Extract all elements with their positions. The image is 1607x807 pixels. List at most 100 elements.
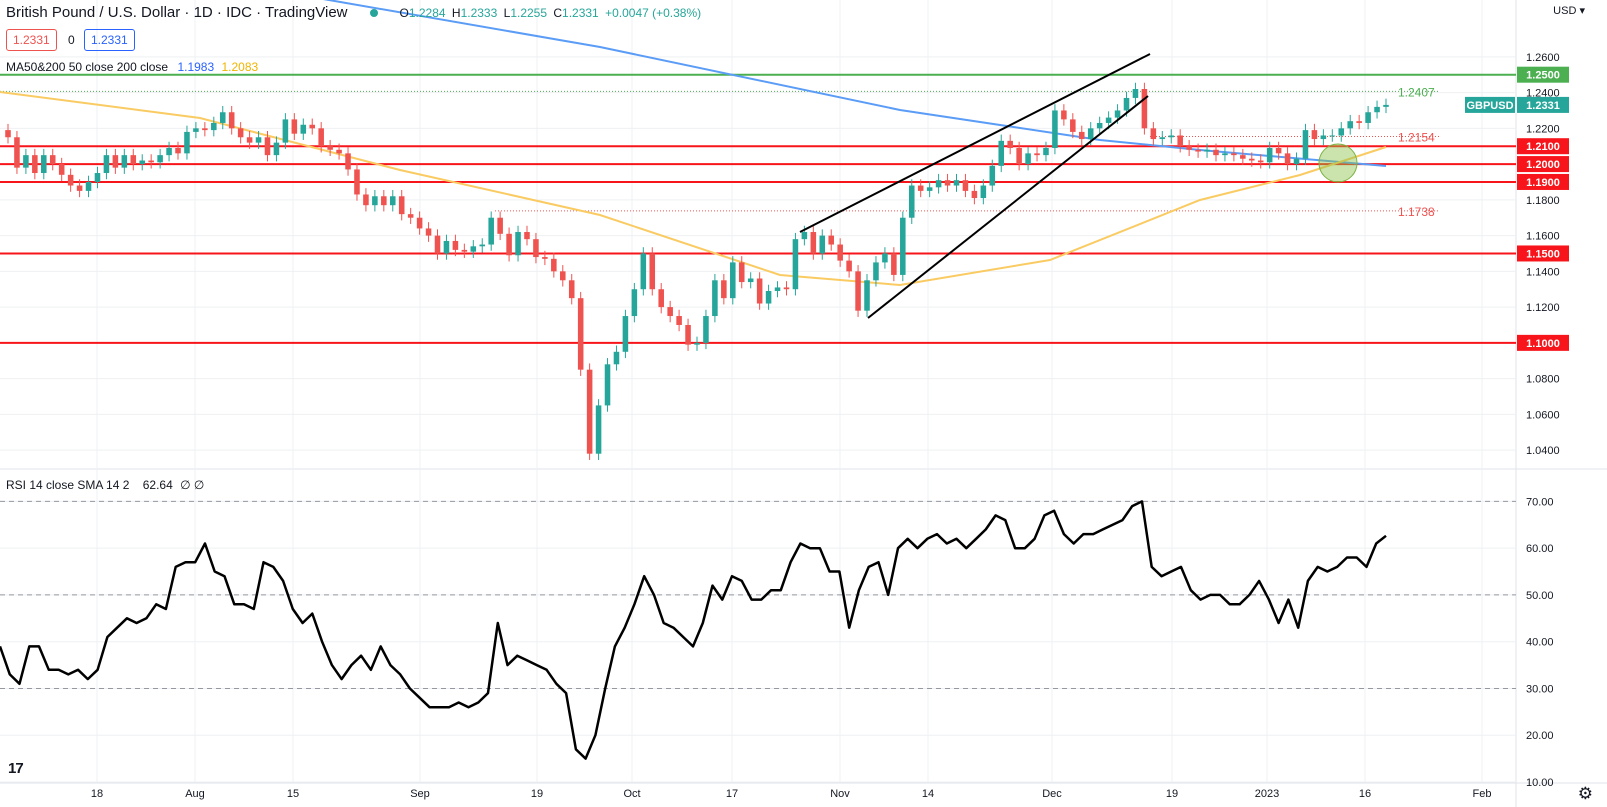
candle-body (756, 278, 763, 304)
candle-body (49, 155, 56, 165)
candle-body (452, 240, 459, 250)
candle-body (318, 128, 324, 147)
candle-body (327, 146, 333, 150)
price-tick-label: 1.1600 (1526, 231, 1560, 243)
candle-body (1177, 135, 1183, 147)
candle-body (533, 239, 539, 258)
candle-body (810, 232, 817, 254)
candle-body (631, 289, 638, 317)
candle-body (1114, 110, 1121, 118)
candle-body (1240, 155, 1246, 159)
candle-body (291, 119, 298, 134)
candle-body (676, 316, 682, 325)
price-tick-label: 1.1200 (1526, 302, 1560, 314)
candle-body (407, 214, 414, 218)
symbol-title[interactable]: British Pound / U.S. Dollar · 1D · IDC ·… (6, 4, 348, 21)
candle-body (595, 405, 602, 454)
time-tick-label: Aug (185, 788, 205, 800)
time-tick-label: 17 (726, 788, 738, 800)
time-tick-label: 19 (1166, 788, 1178, 800)
rsi-tick-label: 60.00 (1526, 543, 1554, 555)
time-tick-label: Sep (410, 788, 430, 800)
tradingview-logo-icon[interactable]: 17 (8, 760, 24, 777)
candle-body (730, 262, 736, 299)
candle-body (1329, 135, 1336, 137)
candle-body (926, 187, 933, 191)
candle-body (336, 149, 342, 154)
time-tick-label: Oct (623, 788, 640, 800)
candlestick-series (5, 82, 1389, 460)
candle-body (488, 217, 494, 245)
sell-price-box[interactable]: 1.2331 (6, 29, 57, 51)
symbol-tag-label: GBPUSD (1466, 100, 1513, 112)
price-tick-label: 1.2400 (1526, 88, 1560, 100)
candle-body (1249, 158, 1255, 161)
level-tag-label: 1.2000 (1526, 159, 1560, 171)
rsi-panel (0, 500, 1516, 760)
candle-body (1213, 149, 1219, 156)
level-tag (1517, 173, 1569, 190)
candle-body (1320, 135, 1327, 140)
time-tick-label: 15 (287, 788, 299, 800)
time-axis[interactable]: 18 Aug 15 Sep 19 Oct 17 Nov 14 Dec 19 2023 16 Feb (91, 788, 1492, 800)
candle-body (5, 130, 11, 138)
gear-icon[interactable]: ⚙ (1577, 784, 1593, 803)
candle-body (1132, 88, 1139, 98)
candle-body (640, 253, 647, 290)
candle-body (219, 112, 226, 123)
currency-selector[interactable]: USD ▾ (1553, 5, 1585, 17)
candle-body (1311, 130, 1318, 140)
candle-body (506, 233, 512, 256)
candle-body (130, 155, 137, 165)
rsi-tick-label: 50.00 (1526, 590, 1554, 602)
candle-body (837, 244, 843, 261)
candle-body (1007, 140, 1013, 148)
candle-body (1159, 137, 1166, 140)
candle-body (282, 119, 289, 143)
rsi-tick-label: 40.00 (1526, 637, 1554, 649)
rsi-value: 62.64 (142, 478, 173, 492)
candle-body (416, 217, 423, 229)
ma50-value: 1.1983 (177, 60, 215, 74)
rsi-line (0, 500, 1387, 760)
candle-body (1266, 147, 1273, 163)
rsi-legend[interactable]: RSI 14 close SMA 14 2 62.64 ∅ ∅ (6, 478, 205, 492)
candle-body (568, 280, 575, 299)
candle-body (1257, 160, 1264, 163)
candle-body (1195, 149, 1201, 152)
candle-body (32, 155, 38, 174)
chart-header: British Pound / U.S. Dollar · 1D · IDC ·… (6, 4, 704, 21)
candle-body (1070, 119, 1076, 132)
candle-body (658, 289, 664, 308)
candle-body (67, 174, 74, 186)
price-axis[interactable]: 1.2600 1.2400 1.2200 1.2000 1.1800 1.1600 1.14… (1465, 52, 1569, 789)
last-price-label: 1.2331 (1526, 100, 1560, 112)
candle-body (524, 232, 530, 240)
trend-channel-drawings (799, 53, 1358, 319)
spread-value: 0 (68, 33, 75, 47)
candle-body (1293, 158, 1300, 165)
candle-body (542, 257, 548, 259)
candle-body (1186, 146, 1192, 150)
candle-body (94, 173, 101, 182)
candle-body (694, 342, 700, 345)
candle-body (855, 271, 861, 311)
candle-body (604, 364, 611, 406)
candle-body (300, 124, 307, 134)
ma-legend[interactable]: MA50&200 50 close 200 close 1.1983 1.208… (6, 60, 259, 74)
horizontal-levels: 1.2407 1.2154 1.1738 (0, 73, 1516, 344)
ma200-value: 1.2083 (221, 60, 259, 74)
candle-body (1043, 147, 1049, 156)
candle-body (479, 244, 486, 247)
buy-price-box[interactable]: 1.2331 (84, 29, 135, 51)
candle-body (14, 137, 20, 168)
candle-body (1087, 128, 1094, 140)
candle-body (166, 147, 172, 156)
candle-body (1374, 106, 1380, 113)
candle-body (953, 180, 960, 186)
candle-body (246, 137, 253, 143)
candle-body (944, 180, 951, 186)
candle-body (917, 185, 924, 191)
channel-lower-line (867, 95, 1149, 319)
